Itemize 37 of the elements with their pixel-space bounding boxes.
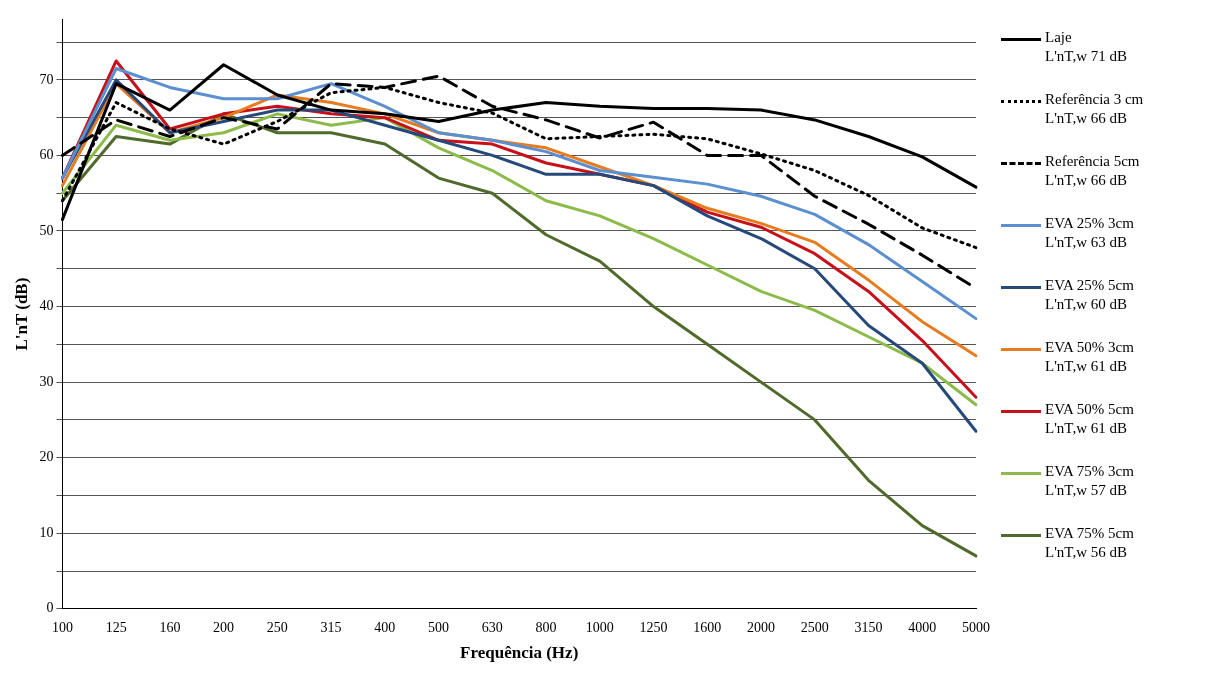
x-axis-title: Frequência (Hz) [460,643,579,663]
y-tick-label: 60 [39,147,54,163]
y-tick-label: 10 [39,524,54,540]
x-tick-label: 630 [481,619,503,635]
x-tick-label: 400 [374,619,396,635]
x-tick-label: 160 [159,619,181,635]
y-tick-label: 30 [39,373,54,389]
y-tick-label: 70 [39,71,54,87]
x-tick-label: 1000 [585,619,614,635]
y-axis-title: L'nT (dB) [11,277,31,351]
x-tick-label: 3150 [854,619,883,635]
x-tick-label: 100 [51,619,73,635]
legend-label: EVA 50% 5cm L'nT,w 61 dB [1045,400,1134,438]
x-tick-label: 2000 [747,619,776,635]
x-tick-label: 250 [266,619,288,635]
legend-label: Referência 3 cm L'nT,w 66 dB [1045,90,1144,128]
legend-label: EVA 50% 3cm L'nT,w 61 dB [1045,338,1134,376]
y-tick-label: 0 [46,600,54,616]
x-tick-label: 1600 [693,619,722,635]
y-tick-label: 20 [39,449,54,465]
y-tick-label: 50 [39,222,54,238]
x-tick-label: 4000 [908,619,937,635]
x-tick-label: 315 [320,619,342,635]
y-tick-label: 40 [39,298,54,314]
legend-label: Laje L'nT,w 71 dB [1045,28,1128,66]
x-tick-label: 2500 [800,619,829,635]
x-tick-label: 500 [428,619,450,635]
legend-label: EVA 75% 5cm L'nT,w 56 dB [1045,524,1134,562]
legend-label: Referência 5cm L'nT,w 66 dB [1045,152,1140,190]
legend-label: EVA 25% 3cm L'nT,w 63 dB [1045,214,1134,252]
legend-label: EVA 75% 3cm L'nT,w 57 dB [1045,462,1134,500]
x-tick-label: 1250 [639,619,668,635]
legend-label: EVA 25% 5cm L'nT,w 60 dB [1045,276,1134,314]
x-tick-label: 200 [213,619,235,635]
x-tick-label: 800 [535,619,557,635]
x-tick-label: 5000 [962,619,990,635]
x-tick-label: 125 [105,619,127,635]
